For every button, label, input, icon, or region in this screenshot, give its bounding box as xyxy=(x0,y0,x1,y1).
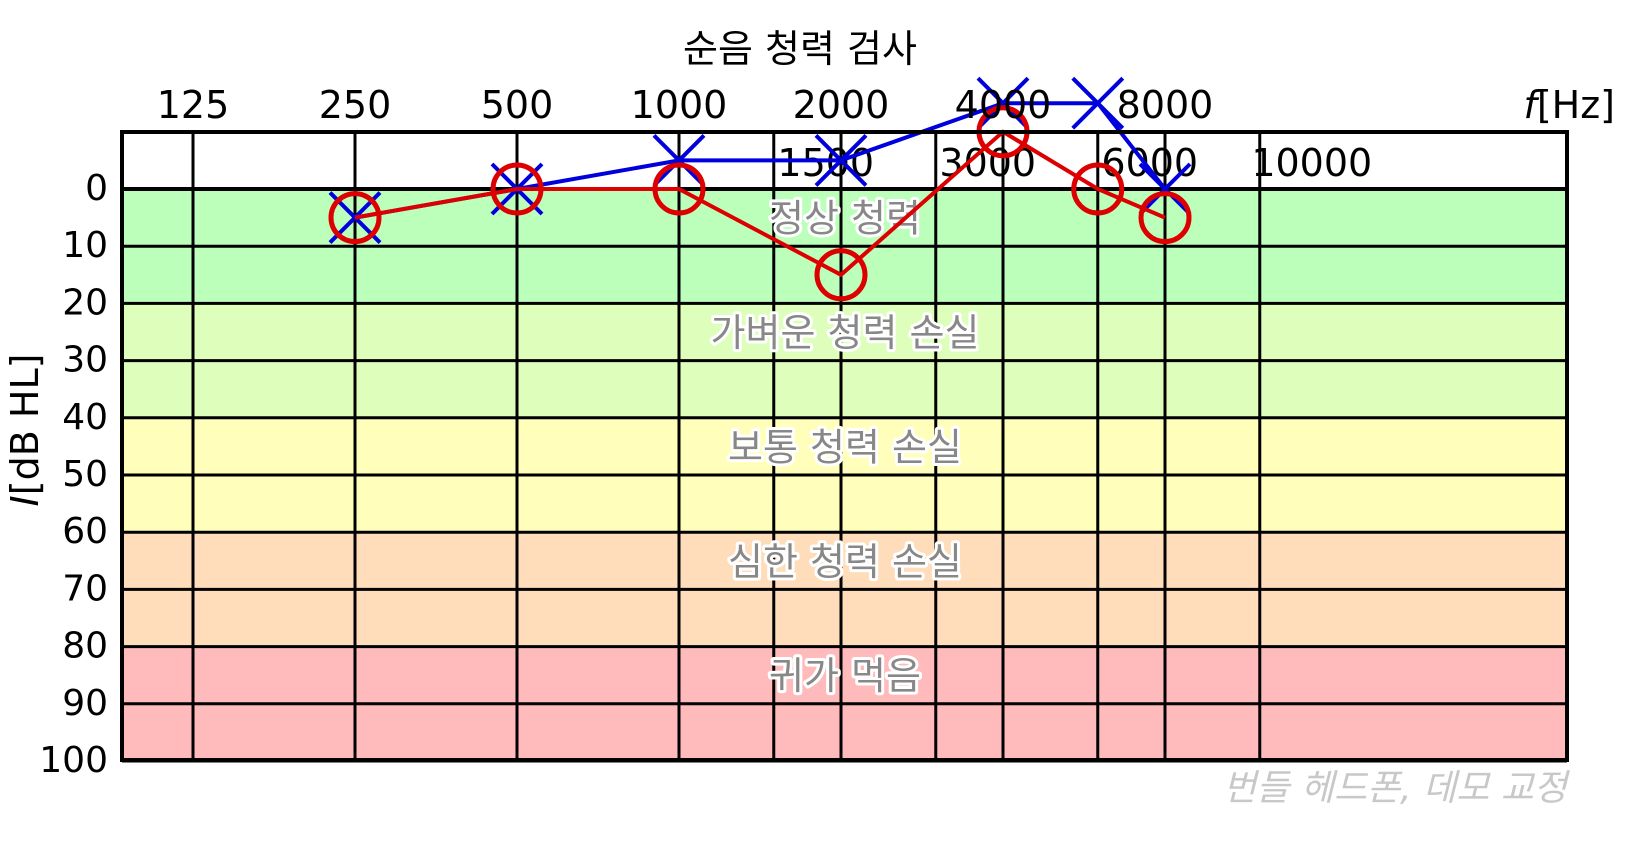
x-marker-2000 xyxy=(814,133,868,187)
o-marker-1000 xyxy=(652,162,706,216)
x-tick-8000: 8000 xyxy=(1117,83,1214,127)
y-tick-100: 100 xyxy=(39,740,108,781)
x-marker-6000 xyxy=(1071,76,1125,130)
o-marker-500 xyxy=(490,162,544,216)
y-tick-10: 10 xyxy=(62,225,108,266)
x-marker-8000 xyxy=(1138,162,1192,216)
y-axis-label: I[dB HL] xyxy=(3,354,47,507)
band-label-2: 가벼운 청력 손실 xyxy=(711,311,980,355)
o-marker-6000 xyxy=(1071,162,1125,216)
band-label-4: 심한 청력 손실 xyxy=(728,540,962,584)
x-tick-inner-10000: 10000 xyxy=(1251,141,1372,185)
x-marker-1000 xyxy=(652,133,706,187)
y-tick-20: 20 xyxy=(62,282,108,323)
x-tick-125: 125 xyxy=(157,83,230,127)
o-marker-250 xyxy=(328,191,382,245)
band-label-5: 귀가 먹음 xyxy=(769,654,921,698)
y-tick-50: 50 xyxy=(62,454,108,495)
x-tick-1000: 1000 xyxy=(631,83,728,127)
plot-frame xyxy=(120,130,1569,762)
x-axis-label: f[Hz] xyxy=(1523,83,1615,127)
x-tick-2000: 2000 xyxy=(793,83,890,127)
x-axis-unit: [Hz] xyxy=(1537,83,1615,127)
calibration-note: 번들 헤드폰, 데모 교정 xyxy=(1223,768,1571,809)
x-tick-500: 500 xyxy=(481,83,554,127)
y-axis-unit: [dB HL] xyxy=(3,354,47,496)
chart-title: 순음 청력 검사 xyxy=(683,27,917,71)
y-tick-40: 40 xyxy=(62,397,108,438)
o-marker-8000 xyxy=(1138,191,1192,245)
y-tick-30: 30 xyxy=(62,340,108,381)
series-line-o xyxy=(354,129,1166,278)
y-tick-90: 90 xyxy=(62,683,108,724)
y-axis-symbol: I xyxy=(3,495,47,506)
y-tick-70: 70 xyxy=(62,568,108,609)
y-tick-0: 0 xyxy=(85,168,108,209)
x-marker-4000 xyxy=(976,76,1030,130)
x-tick-4000: 4000 xyxy=(955,83,1052,127)
band-label-3: 보통 청력 손실 xyxy=(728,425,962,469)
x-tick-inner-6000: 6000 xyxy=(1101,141,1198,185)
x-tick-250: 250 xyxy=(319,83,392,127)
y-tick-80: 80 xyxy=(62,626,108,667)
y-tick-60: 60 xyxy=(62,511,108,552)
band-label-1: 정상 청력 xyxy=(769,197,921,241)
o-marker-2000 xyxy=(814,248,868,302)
